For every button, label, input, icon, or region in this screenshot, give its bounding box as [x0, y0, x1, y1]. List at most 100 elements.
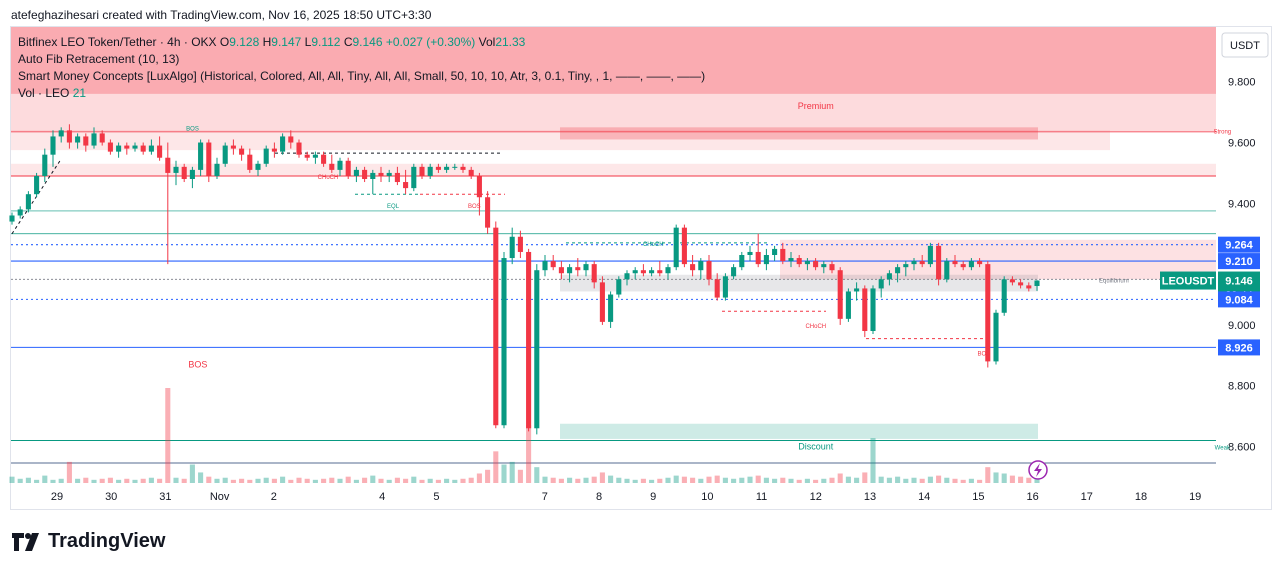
- supply-zone-b: [560, 127, 1038, 140]
- candle-body: [649, 270, 655, 274]
- x-tick-label: 29: [51, 491, 63, 503]
- annotation-weak: Weak: [1215, 446, 1231, 452]
- volume-bar: [665, 477, 671, 483]
- volume-bar: [427, 478, 433, 483]
- candle-body: [927, 245, 933, 265]
- volume-bar: [50, 479, 56, 483]
- volume-bar: [788, 478, 794, 483]
- candle-body: [985, 264, 991, 362]
- volume-bar: [17, 478, 23, 483]
- candle-body: [25, 194, 31, 210]
- volume-bar: [878, 476, 884, 483]
- volume-bar: [58, 478, 64, 483]
- volume-bar: [296, 477, 302, 483]
- volume-bar: [501, 464, 507, 483]
- candle-body: [829, 264, 835, 271]
- candle-body: [34, 175, 40, 195]
- volume-bar: [25, 477, 31, 483]
- volume-bar: [345, 476, 351, 483]
- candle-body: [362, 169, 368, 179]
- candle-body: [239, 148, 245, 155]
- candle-body: [353, 169, 359, 176]
- candle-body: [911, 261, 917, 265]
- currency-label: USDT: [1230, 40, 1260, 52]
- volume-bar: [1018, 476, 1024, 483]
- legend-indicator-smc[interactable]: Smart Money Concepts [LuxAlgo] (Historic…: [18, 69, 706, 83]
- volume-bar: [706, 476, 712, 483]
- volume-bar: [485, 469, 491, 483]
- volume-bar: [821, 478, 827, 483]
- volume-bar: [673, 475, 679, 483]
- volume-bar: [657, 478, 663, 483]
- volume-bar: [99, 478, 105, 483]
- volume-bar: [321, 478, 327, 483]
- volume-bar: [157, 478, 163, 483]
- volume-bar: [280, 476, 286, 483]
- volume-bar: [763, 477, 769, 483]
- legend-indicator-fib[interactable]: Auto Fib Retracement (10, 13): [18, 52, 180, 66]
- candle-body: [583, 264, 589, 271]
- volume-bar: [148, 477, 154, 483]
- candle-body: [722, 276, 728, 298]
- candle-body: [280, 136, 286, 152]
- legend-vol-label: Vol: [478, 35, 496, 49]
- volume-bar: [632, 479, 638, 483]
- legend-indicator-volume[interactable]: Vol · LEO 21: [18, 86, 86, 100]
- volume-bar: [936, 475, 942, 483]
- candle-body: [91, 133, 97, 146]
- price-tag-label: 9.210: [1225, 256, 1253, 268]
- candle-body: [1009, 279, 1015, 283]
- candle-body: [1018, 282, 1024, 286]
- candle-body: [444, 166, 450, 170]
- price-tag: [1218, 236, 1260, 253]
- volume-bar: [435, 479, 441, 483]
- candle-body: [936, 245, 942, 280]
- volume-bar: [107, 477, 113, 483]
- legend-low: 9.112: [311, 35, 341, 49]
- volume-bar: [230, 479, 236, 483]
- volume-bar: [509, 461, 515, 483]
- volume-bar: [189, 464, 195, 483]
- volume-bar: [772, 478, 778, 483]
- volume-bar: [42, 475, 48, 483]
- volume-bar: [550, 477, 556, 483]
- candle-body: [640, 270, 646, 274]
- candle-body: [886, 273, 892, 280]
- candle-body: [673, 227, 679, 268]
- candle-body: [452, 166, 458, 168]
- x-tick-label: 8: [596, 491, 602, 503]
- price-chart[interactable]: 8.6008.8009.0009.2009.4009.6009.800USDT2…: [0, 0, 1281, 520]
- candle-body: [66, 130, 72, 143]
- candle-body: [714, 279, 720, 298]
- candle-body: [780, 248, 786, 262]
- volume-bar: [198, 472, 204, 483]
- candle-body: [993, 312, 999, 362]
- volume-bar: [353, 479, 359, 483]
- volume-bar: [526, 424, 532, 483]
- volume-bar: [419, 479, 425, 483]
- volume-bar: [304, 478, 310, 483]
- volume-bar: [780, 477, 786, 483]
- candle-body: [854, 288, 860, 292]
- volume-bar: [903, 478, 909, 483]
- volume-bar: [829, 477, 835, 483]
- y-tick-label: 9.800: [1228, 77, 1256, 89]
- candle-body: [378, 172, 384, 176]
- volume-bar: [403, 478, 409, 483]
- volume-bar: [362, 477, 368, 483]
- candle-body: [878, 279, 884, 289]
- chart-credit: atefeghazihesari created with TradingVie…: [11, 8, 432, 22]
- candle-body: [148, 145, 154, 152]
- price-tag: [1218, 291, 1260, 308]
- candle-body: [435, 166, 441, 170]
- candle-body: [386, 172, 392, 176]
- candle-body: [862, 288, 868, 331]
- candle-body: [681, 227, 687, 265]
- volume-bar: [140, 478, 146, 483]
- x-tick-label: 17: [1081, 491, 1093, 503]
- volume-bar: [731, 478, 737, 483]
- candle-body: [1026, 285, 1032, 289]
- volume-bar: [755, 475, 761, 483]
- volume-bar: [583, 477, 589, 483]
- x-tick-label: 4: [379, 491, 385, 503]
